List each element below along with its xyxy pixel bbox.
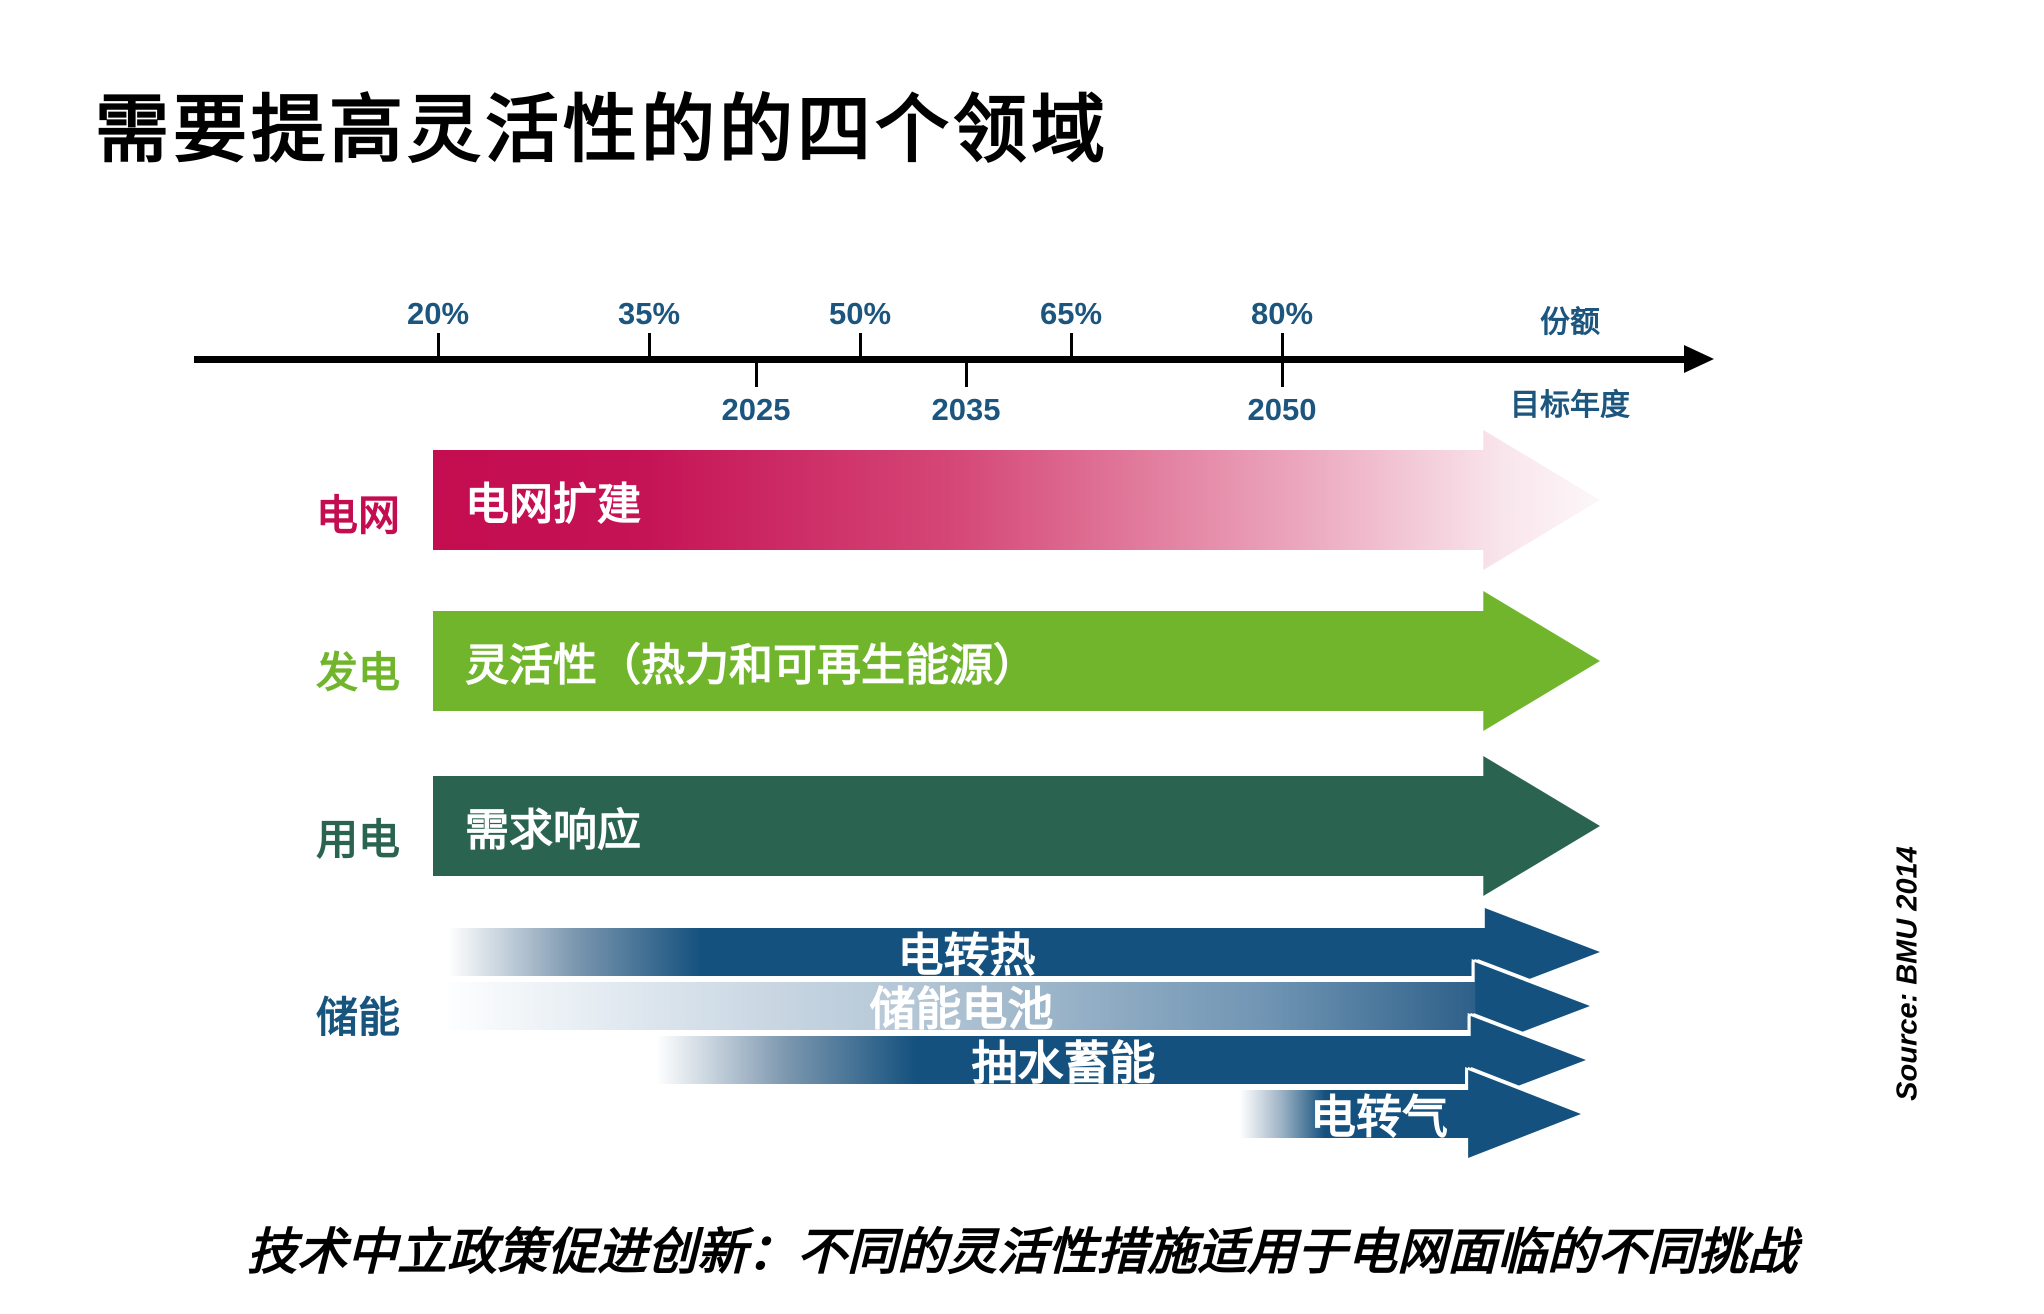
year-tick bbox=[755, 363, 758, 387]
year-tick bbox=[1281, 363, 1284, 387]
axis-arrowhead-icon bbox=[1684, 345, 1714, 373]
percent-tick bbox=[437, 333, 440, 357]
category-label-storage: 储能 bbox=[315, 994, 400, 1041]
arrow-grid-expansion-label: 电网扩建 bbox=[465, 480, 641, 529]
arrow-pumped-hydro-label: 抽水蓄能 bbox=[971, 1037, 1156, 1089]
arrow-power-to-gas: 电转气 bbox=[1240, 1070, 1581, 1158]
percent-tick bbox=[1070, 333, 1073, 357]
year-label: 2035 bbox=[931, 392, 1001, 427]
arrow-battery-storage-label: 储能电池 bbox=[869, 983, 1054, 1035]
arrow-battery-storage: 储能电池 bbox=[448, 962, 1590, 1050]
source-credit: Source: BMU 2014 bbox=[1891, 846, 1924, 1101]
percent-label: 80% bbox=[1250, 296, 1314, 331]
percent-label: 65% bbox=[1039, 296, 1103, 331]
arrow-power-to-gas-label: 电转气 bbox=[1310, 1091, 1448, 1143]
arrow-power-to-gas-shape: 电转气 bbox=[1240, 1070, 1581, 1158]
year-label: 2025 bbox=[721, 392, 791, 427]
arrow-generation-flexibility: 灵活性（热力和可再生能源） bbox=[433, 591, 1600, 731]
percent-tick bbox=[859, 333, 862, 357]
target-year-axis-label: 目标年度 bbox=[1510, 389, 1630, 422]
percent-label: 35% bbox=[617, 296, 681, 331]
arrow-grid-expansion: 电网扩建 bbox=[433, 430, 1600, 570]
percent-tick bbox=[648, 333, 651, 357]
category-label-grid: 电网 bbox=[315, 492, 400, 539]
axis-line bbox=[194, 356, 1684, 363]
year-label: 2050 bbox=[1247, 392, 1317, 427]
year-tick bbox=[965, 363, 968, 387]
percent-label: 50% bbox=[828, 296, 892, 331]
page-title: 需要提高灵活性的的四个领域 bbox=[95, 88, 1109, 171]
footnote: 技术中立政策促进创新：不同的灵活性措施适用于电网面临的不同挑战 bbox=[247, 1224, 1797, 1280]
category-label-consumption: 用电 bbox=[315, 816, 400, 863]
arrow-demand-response: 需求响应 bbox=[433, 756, 1600, 896]
category-label-generation: 发电 bbox=[315, 649, 400, 696]
share-axis-label: 份额 bbox=[1540, 306, 1600, 339]
percent-tick bbox=[1281, 333, 1284, 357]
arrow-demand-response-label: 需求响应 bbox=[465, 806, 641, 855]
arrow-power-to-heat: 电转热 bbox=[448, 908, 1600, 996]
percent-label: 20% bbox=[406, 296, 470, 331]
arrow-generation-flexibility-label: 灵活性（热力和可再生能源） bbox=[465, 641, 1037, 690]
arrow-pumped-hydro: 抽水蓄能 bbox=[656, 1016, 1586, 1104]
arrow-power-to-heat-label: 电转热 bbox=[897, 929, 1036, 981]
